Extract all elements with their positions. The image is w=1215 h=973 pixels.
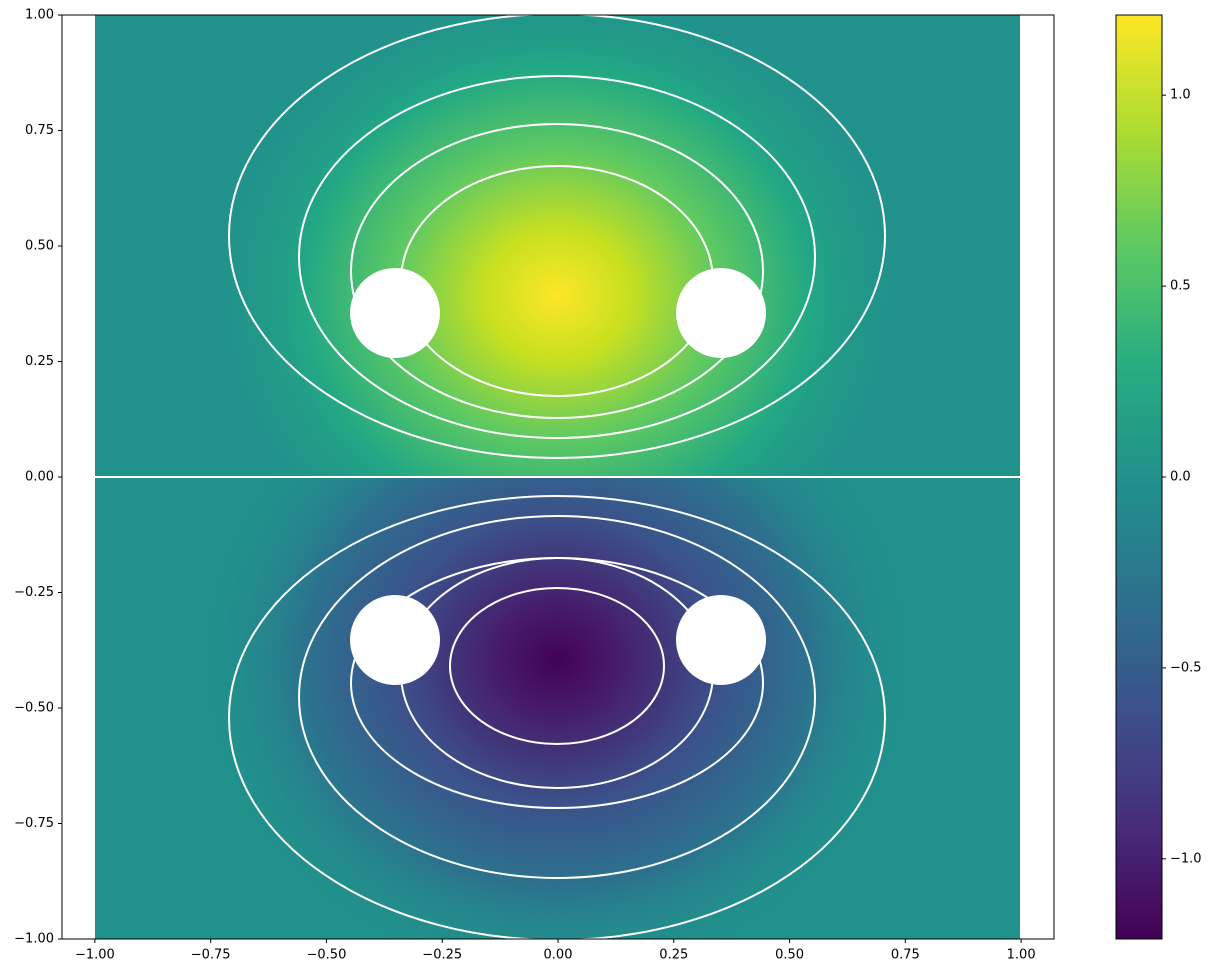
y-tick-label: −1.00 — [14, 932, 54, 947]
x-tick-label: −1.00 — [75, 948, 115, 963]
y-tick-label: 0.25 — [25, 354, 54, 369]
x-tick-label: 0.25 — [659, 948, 688, 963]
colorbar-tick-label: −1.0 — [1170, 851, 1202, 866]
colorbar-tick-label: 0.0 — [1170, 470, 1191, 485]
y-tick-label: −0.50 — [14, 701, 54, 716]
y-tick-label: 0.00 — [25, 470, 54, 485]
y-tick-label: 0.75 — [25, 123, 54, 138]
colorbar-tick-label: 1.0 — [1170, 88, 1191, 103]
x-tick-label: 0.50 — [775, 948, 804, 963]
y-tick-label: −0.75 — [14, 816, 54, 831]
x-tick-label: 0.75 — [891, 948, 920, 963]
x-tick-label: −0.75 — [191, 948, 231, 963]
x-tick-label: 0.00 — [544, 948, 573, 963]
colorbar-tick-label: −0.5 — [1170, 660, 1202, 675]
x-tick-label: −0.50 — [307, 948, 347, 963]
x-tick-label: 1.00 — [1007, 948, 1036, 963]
holes — [350, 268, 766, 685]
field — [95, 15, 1020, 939]
y-tick-label: −0.25 — [14, 585, 54, 600]
contours — [95, 15, 1020, 939]
x-tick-label: −0.25 — [422, 948, 462, 963]
colorbar — [1115, 14, 1163, 940]
y-tick-label: 1.00 — [25, 8, 54, 23]
colorbar-tick-label: 0.5 — [1170, 279, 1191, 294]
y-tick-label: 0.50 — [25, 239, 54, 254]
